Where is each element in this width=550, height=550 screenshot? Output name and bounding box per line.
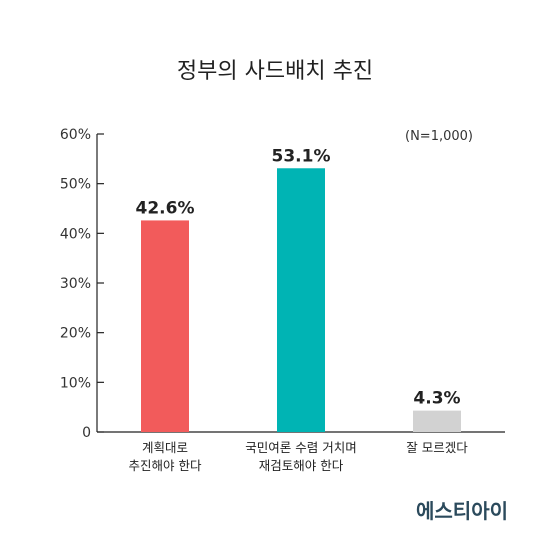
x-category-label: 추진해야 한다: [129, 458, 202, 473]
bar-value-label: 53.1%: [272, 146, 331, 166]
x-category-label: 계획대로: [142, 440, 188, 455]
x-category-label: 잘 모르겠다: [406, 440, 468, 455]
sample-size-note: (N=1,000): [405, 129, 473, 144]
bars: [141, 168, 461, 432]
logo-text: 에스티아이: [416, 499, 508, 523]
y-tick-label: 60%: [60, 127, 91, 143]
bar: [141, 220, 189, 432]
y-tick-label: 10%: [60, 375, 91, 391]
y-tick-label: 0: [82, 425, 91, 441]
y-tick-label: 20%: [60, 326, 91, 342]
y-tick-label: 50%: [60, 177, 91, 193]
x-category-label: 국민여론 수렴 거치며: [245, 440, 356, 455]
x-category-label: 재검토해야 한다: [259, 458, 344, 473]
bar-value-label: 4.3%: [413, 389, 460, 409]
bar-value-label: 42.6%: [136, 198, 195, 218]
bar: [277, 168, 325, 432]
axes: 0 10% 20% 30% 40% 50% 60%: [60, 127, 505, 441]
y-tick-label: 40%: [60, 226, 91, 242]
bar: [413, 410, 461, 432]
y-tick-label: 30%: [60, 276, 91, 292]
chart-title: 정부의 사드배치 추진: [177, 59, 373, 84]
